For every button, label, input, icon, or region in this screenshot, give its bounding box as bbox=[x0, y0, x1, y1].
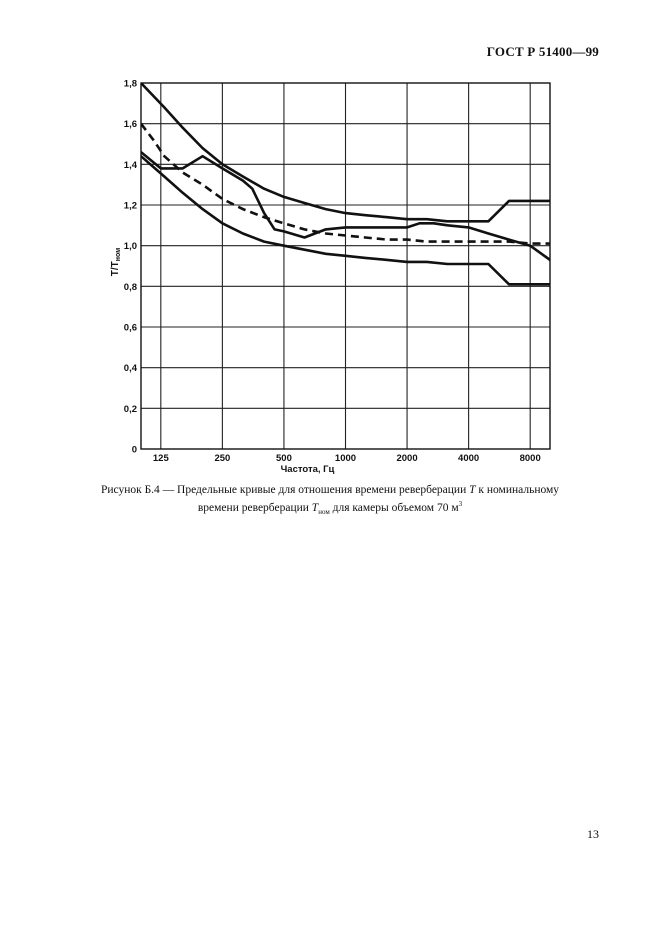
y-tick-label: 1,2 bbox=[124, 201, 137, 212]
caption-suffix: для камеры объемом 70 м bbox=[332, 501, 459, 514]
x-tick-label: 2000 bbox=[396, 453, 417, 464]
y-tick-label: 1,6 bbox=[124, 119, 137, 130]
y-tick-label: 1,8 bbox=[124, 79, 137, 90]
page-number: 13 bbox=[587, 827, 599, 841]
series-line-4 bbox=[141, 151, 550, 261]
x-tick-label: 500 bbox=[276, 453, 292, 464]
x-tick-label: 250 bbox=[214, 453, 230, 464]
y-tick-label: 0,6 bbox=[124, 323, 137, 334]
figure-caption: Рисунок Б.4 — Предельные кривые для отно… bbox=[80, 483, 580, 519]
chart-axes: 0 0,2 0,4 0,6 0,8 1,0 1,2 1,4 1,6 1,8 125 250 500 100… bbox=[110, 79, 551, 475]
series-line-1 bbox=[141, 83, 550, 223]
chart-grid bbox=[141, 82, 550, 450]
standard-header: ГОСТ Р 51400—99 bbox=[486, 44, 599, 59]
chart-series bbox=[141, 83, 550, 286]
caption-var-tnom: T bbox=[311, 501, 319, 514]
caption-var-tnom-sub: ном bbox=[318, 508, 330, 517]
y-tick-label: 0 bbox=[132, 445, 137, 456]
y-axis-label: T/Tном bbox=[110, 248, 122, 277]
y-tick-label: 0,8 bbox=[124, 282, 137, 293]
x-axis-label: Частота, Гц bbox=[281, 464, 335, 475]
caption-middle: к номинальному времени реверберации bbox=[197, 484, 560, 514]
x-tick-label: 125 bbox=[153, 453, 170, 464]
x-tick-label: 4000 bbox=[458, 453, 479, 464]
y-tick-label: 1,4 bbox=[124, 160, 138, 171]
y-tick-label: 0,4 bbox=[124, 363, 138, 374]
y-tick-label: 1,0 bbox=[124, 241, 137, 252]
caption-prefix: Рисунок Б.4 — Предельные кривые для отно… bbox=[100, 484, 467, 496]
plot-frame bbox=[140, 82, 551, 450]
x-tick-label: 8000 bbox=[520, 453, 541, 464]
x-tick-label: 1000 bbox=[335, 453, 356, 464]
series-line-2 bbox=[141, 155, 550, 286]
y-tick-label: 0,2 bbox=[124, 404, 137, 415]
caption-unit-sup: 3 bbox=[458, 500, 463, 508]
reverberation-chart: 0 0,2 0,4 0,6 0,8 1,0 1,2 1,4 1,6 1,8 125 250 500 100… bbox=[110, 79, 551, 475]
caption-var-t: T bbox=[469, 484, 476, 496]
